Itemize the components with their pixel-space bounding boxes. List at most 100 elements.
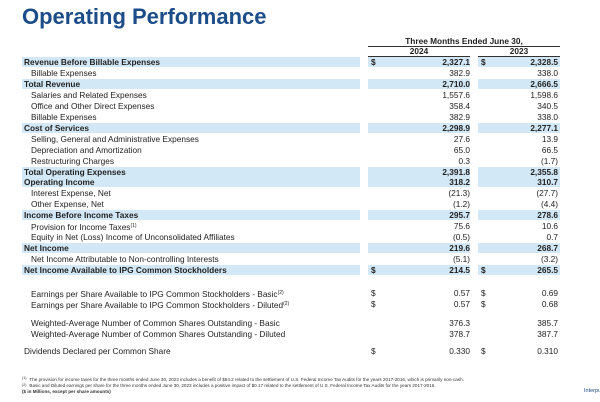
value: 66.5 bbox=[541, 144, 558, 155]
title: Operating Performance bbox=[22, 4, 267, 29]
row-label: Revenue Before Billable Expenses bbox=[24, 57, 160, 67]
label-text: Weighted-Average Number of Common Shares… bbox=[31, 328, 286, 339]
label-text: Income Before Income Taxes bbox=[24, 210, 139, 221]
currency: $ bbox=[371, 346, 376, 356]
value: (4.4) bbox=[540, 199, 558, 210]
value: 0.7 bbox=[546, 232, 558, 243]
row-highlight bbox=[368, 122, 470, 133]
value: 10.6 bbox=[541, 221, 558, 232]
label-text: Other Expense, Net bbox=[31, 199, 104, 210]
currency: $ bbox=[371, 265, 376, 276]
footnote-ref: (2) bbox=[277, 290, 284, 296]
value: 318.2 bbox=[449, 177, 470, 188]
row-label: Office and Other Direct Expenses bbox=[31, 101, 154, 111]
value: 1,557.6 bbox=[442, 89, 470, 100]
label-text: Billable Expenses bbox=[31, 67, 97, 78]
value: 0.57 bbox=[453, 298, 470, 309]
value: 265.5 bbox=[537, 265, 558, 276]
row-highlight bbox=[22, 210, 360, 221]
row-highlight bbox=[22, 57, 360, 67]
row-label: Interest Expense, Net bbox=[31, 188, 111, 198]
currency: $ bbox=[481, 265, 486, 276]
row-label: Net Income bbox=[24, 243, 69, 253]
footnote: (2) Basic and Diluted earnings per share … bbox=[22, 382, 436, 390]
value: (21.3) bbox=[448, 188, 470, 199]
brand: Interpu bbox=[584, 388, 600, 394]
label-text: Dividends Declared per Common Share bbox=[24, 346, 171, 356]
label-text: Revenue Before Billable Expenses bbox=[24, 57, 161, 67]
label-text: Provision for Income Taxes bbox=[31, 222, 131, 233]
label-text: Weighted-Average Number of Common Shares… bbox=[31, 318, 280, 328]
currency: $ bbox=[481, 57, 486, 67]
period-header: Three Months Ended June 30, bbox=[368, 36, 560, 47]
currency: $ bbox=[481, 288, 486, 298]
value: 338.0 bbox=[537, 67, 558, 78]
value: 382.9 bbox=[449, 67, 470, 78]
row-highlight bbox=[368, 166, 470, 177]
row-label: Net Income Attributable to Non-controlli… bbox=[31, 254, 219, 264]
value: 295.7 bbox=[449, 210, 470, 221]
label-text: Selling, General and Administrative Expe… bbox=[31, 133, 199, 144]
row-highlight bbox=[478, 122, 560, 133]
value: 340.5 bbox=[537, 100, 558, 111]
value: 338.0 bbox=[537, 111, 558, 122]
value: 2,355.8 bbox=[530, 166, 558, 177]
row-label: Weighted-Average Number of Common Shares… bbox=[31, 329, 285, 339]
label-text: Net Income Attributable to Non-controlli… bbox=[31, 254, 219, 265]
row-highlight bbox=[478, 210, 560, 221]
year-header: 2024 bbox=[368, 46, 470, 57]
row-highlight bbox=[368, 243, 470, 254]
row-label: Total Revenue bbox=[24, 79, 80, 89]
label-text: Depreciation and Amortization bbox=[31, 144, 142, 155]
row-highlight bbox=[478, 265, 560, 276]
row-label: Equity in Net (Loss) Income of Unconsoli… bbox=[31, 232, 235, 242]
value: 2,328.5 bbox=[530, 57, 558, 67]
value: 0.310 bbox=[537, 346, 558, 356]
row-highlight bbox=[22, 177, 360, 188]
value: (27.7) bbox=[536, 188, 558, 199]
row-label: Billable Expenses bbox=[31, 68, 97, 78]
value: (0.5) bbox=[452, 232, 470, 243]
row-highlight bbox=[22, 243, 360, 254]
row-label: Restructuring Charges bbox=[31, 156, 114, 166]
label-text: Operating Income bbox=[24, 177, 95, 188]
row-label: Earnings per Share Available to IPG Comm… bbox=[31, 288, 284, 299]
value: 2,710.0 bbox=[442, 78, 470, 89]
row-highlight bbox=[22, 166, 360, 177]
row-highlight bbox=[22, 78, 360, 89]
row-label: Income Before Income Taxes bbox=[24, 210, 138, 220]
row-label: Depreciation and Amortization bbox=[31, 145, 142, 155]
value: 2,298.9 bbox=[442, 122, 470, 133]
value: 387.7 bbox=[537, 328, 558, 339]
label-text: Earnings per Share Available to IPG Comm… bbox=[31, 289, 278, 299]
currency: $ bbox=[481, 298, 486, 309]
value: 310.7 bbox=[537, 177, 558, 188]
label-text: Net Income Available to IPG Common Stock… bbox=[24, 265, 227, 276]
value: 278.6 bbox=[537, 210, 558, 221]
currency: $ bbox=[371, 288, 376, 298]
value: 1,598.6 bbox=[530, 89, 558, 100]
row-label: Salaries and Related Expenses bbox=[31, 90, 147, 100]
row-highlight bbox=[368, 57, 470, 67]
row-highlight bbox=[368, 78, 470, 89]
row-label: Selling, General and Administrative Expe… bbox=[31, 134, 199, 144]
row-label: Other Expense, Net bbox=[31, 199, 104, 209]
value: 27.6 bbox=[453, 133, 470, 144]
label-text: Salaries and Related Expenses bbox=[31, 89, 147, 100]
label-text: Cost of Services bbox=[24, 122, 90, 133]
value: 268.7 bbox=[537, 243, 558, 254]
footnote-marker: (1) bbox=[22, 376, 27, 380]
row-label: Earnings per Share Available to IPG Comm… bbox=[31, 299, 289, 310]
value: 219.6 bbox=[449, 243, 470, 254]
value: 0.3 bbox=[458, 155, 470, 166]
row-highlight bbox=[368, 177, 470, 188]
value: 385.7 bbox=[537, 318, 558, 328]
value: 376.3 bbox=[449, 318, 470, 328]
row-label: Net Income Available to IPG Common Stock… bbox=[24, 265, 227, 275]
label-text: Total Operating Expenses bbox=[24, 166, 126, 177]
footnote-marker: (2) bbox=[22, 382, 27, 387]
value: 2,327.1 bbox=[442, 57, 470, 67]
row-label: Billable Expenses bbox=[31, 112, 97, 122]
row-label: Dividends Declared per Common Share bbox=[24, 346, 171, 356]
